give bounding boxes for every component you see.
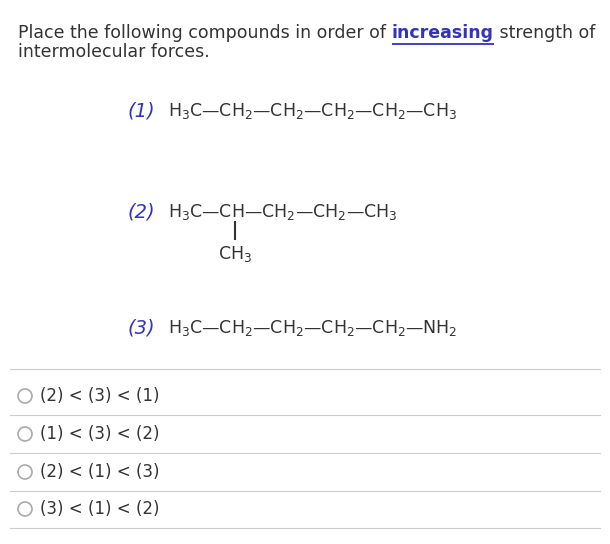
Text: H$_3$C—CH—CH$_2$—CH$_2$—CH$_3$: H$_3$C—CH—CH$_2$—CH$_2$—CH$_3$ xyxy=(168,202,398,222)
Text: H$_3$C—CH$_2$—CH$_2$—CH$_2$—CH$_2$—NH$_2$: H$_3$C—CH$_2$—CH$_2$—CH$_2$—CH$_2$—NH$_2… xyxy=(168,318,457,338)
Text: (1) < (3) < (2): (1) < (3) < (2) xyxy=(40,425,159,443)
Text: (3) < (1) < (2): (3) < (1) < (2) xyxy=(40,500,159,518)
Text: (2) < (1) < (3): (2) < (1) < (3) xyxy=(40,463,159,481)
Text: strength of: strength of xyxy=(493,24,595,42)
Text: (1): (1) xyxy=(127,102,155,121)
Text: H$_3$C—CH$_2$—CH$_2$—CH$_2$—CH$_2$—CH$_3$: H$_3$C—CH$_2$—CH$_2$—CH$_2$—CH$_2$—CH$_3… xyxy=(168,101,457,121)
Text: increasing: increasing xyxy=(392,24,493,42)
Text: intermolecular forces.: intermolecular forces. xyxy=(18,43,210,61)
Text: CH$_3$: CH$_3$ xyxy=(218,244,252,264)
Text: (2): (2) xyxy=(127,202,155,221)
Text: (3): (3) xyxy=(127,318,155,337)
Text: (2) < (3) < (1): (2) < (3) < (1) xyxy=(40,387,159,405)
Text: Place the following compounds in order of: Place the following compounds in order o… xyxy=(18,24,392,42)
